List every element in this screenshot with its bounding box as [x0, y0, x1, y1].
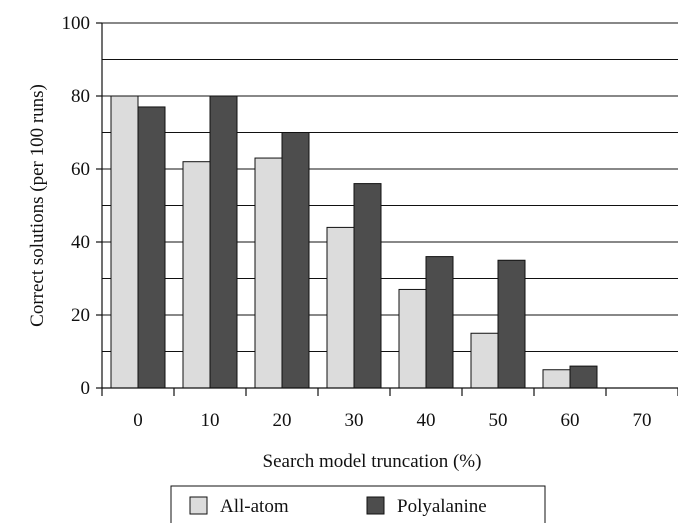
bar-polyalanine-0	[137, 106, 166, 389]
x-tick-label: 60	[561, 410, 580, 431]
y-tick-label: 0	[81, 378, 91, 399]
x-tick-label: 30	[345, 410, 364, 431]
x-axis-label: Search model truncation (%)	[263, 451, 482, 472]
legend-label-all-atom: All-atom	[220, 496, 289, 517]
bar-all-atom-60	[542, 369, 571, 389]
tick-labels: 0 20 40 60 80 100 0 10 20 30 40 50 60 70	[62, 13, 652, 431]
bar-all-atom-20	[254, 157, 283, 389]
x-tick-label: 70	[633, 410, 652, 431]
bar-all-atom-40	[398, 288, 427, 389]
bar-polyalanine-30	[353, 183, 382, 389]
legend: All-atom Polyalanine	[170, 485, 546, 527]
legend-swatch-all-atom	[189, 496, 208, 515]
legend-box	[170, 485, 546, 527]
x-tick-label: 20	[273, 410, 292, 431]
y-tick-label: 20	[71, 305, 90, 326]
y-axis-label: Correct solutions (per 100 runs)	[27, 84, 48, 327]
bar-polyalanine-40	[425, 256, 454, 389]
y-tick-label: 40	[71, 232, 90, 253]
bar-polyalanine-10	[209, 95, 238, 389]
x-tick-label: 50	[489, 410, 508, 431]
y-tick-label: 60	[71, 159, 90, 180]
bar-polyalanine-50	[497, 259, 526, 389]
x-tick-label: 10	[201, 410, 220, 431]
bar-all-atom-50	[470, 332, 499, 389]
bar-polyalanine-60	[569, 365, 598, 389]
bar-all-atom-10	[182, 161, 211, 389]
y-tick-label: 80	[71, 86, 90, 107]
bar-all-atom-30	[326, 226, 355, 389]
bar-all-atom-0	[110, 95, 139, 389]
x-tick-label: 0	[133, 410, 143, 431]
legend-swatch-polyalanine	[366, 496, 385, 515]
x-tick-label: 40	[417, 410, 436, 431]
axes	[96, 22, 678, 396]
legend-label-polyalanine: Polyalanine	[397, 496, 487, 517]
bar-polyalanine-20	[281, 132, 310, 389]
y-tick-label: 100	[62, 13, 91, 34]
